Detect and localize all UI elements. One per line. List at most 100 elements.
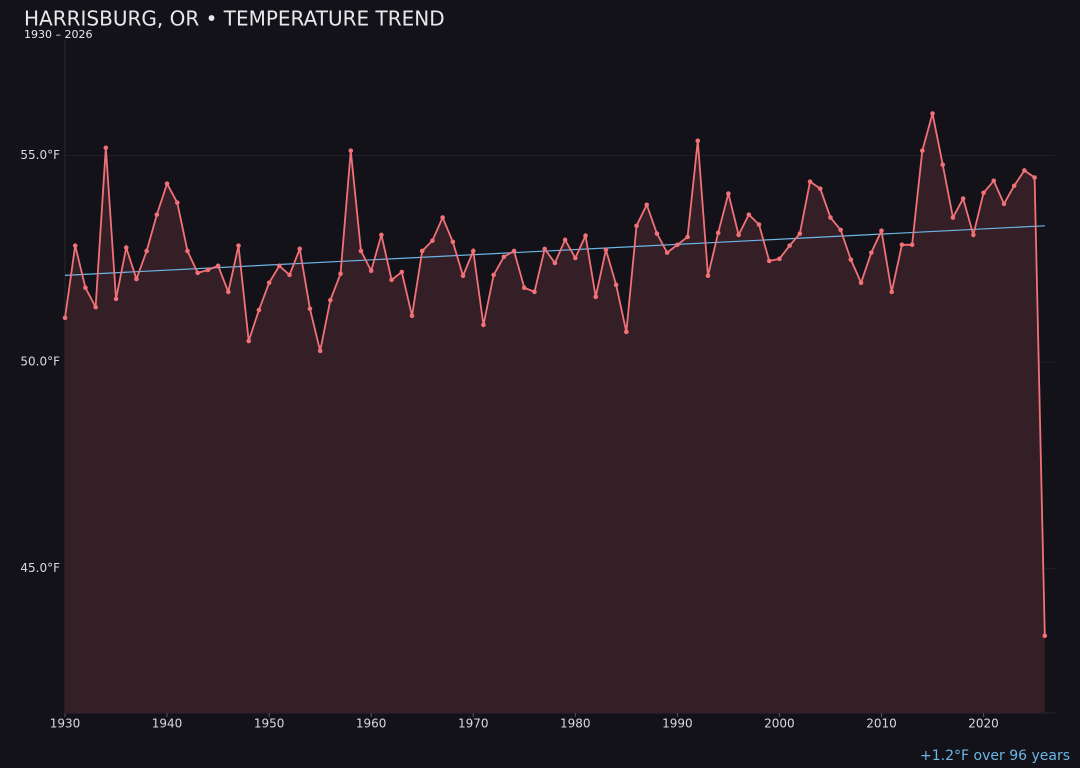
point	[685, 234, 690, 240]
point	[144, 248, 149, 254]
x-tick-label: 1930	[50, 717, 81, 731]
point	[450, 239, 456, 245]
point	[460, 273, 466, 279]
point	[705, 273, 711, 279]
point	[266, 280, 272, 286]
y-tick-label: 55.0°F	[20, 148, 60, 162]
y-tick-label: 50.0°F	[20, 355, 60, 369]
point	[879, 228, 884, 234]
point	[83, 285, 88, 291]
point	[521, 285, 527, 291]
point	[1032, 175, 1037, 180]
point	[1022, 168, 1027, 173]
x-tick-label: 1980	[560, 717, 591, 731]
point	[297, 246, 303, 252]
point	[430, 238, 435, 243]
point	[491, 272, 496, 278]
point	[246, 338, 252, 344]
chart-title: HARRISBURG, OR • TEMPERATURE TREND	[24, 7, 445, 31]
point	[419, 248, 425, 254]
point	[603, 247, 609, 253]
point	[542, 246, 547, 252]
point	[909, 242, 915, 248]
point	[440, 215, 445, 220]
point	[470, 248, 476, 254]
area	[65, 113, 1045, 714]
x-tick-label: 2020	[968, 717, 999, 731]
point	[379, 232, 384, 238]
point	[858, 280, 864, 286]
point	[532, 289, 537, 295]
point	[287, 272, 292, 278]
point	[123, 245, 129, 250]
point	[1042, 633, 1048, 639]
point	[511, 248, 517, 254]
trend-annotation: +1.2°F over 96 years	[920, 748, 1070, 764]
point	[746, 212, 752, 217]
point	[256, 307, 262, 313]
point	[828, 215, 833, 220]
point	[164, 181, 170, 186]
point	[838, 227, 843, 233]
point	[695, 138, 701, 144]
point	[736, 232, 741, 238]
point	[920, 148, 925, 153]
point	[726, 191, 731, 196]
point	[368, 268, 374, 274]
point	[644, 202, 650, 208]
point	[328, 297, 333, 303]
point	[409, 313, 415, 319]
point	[1011, 183, 1017, 189]
x-tick-label: 2010	[866, 717, 897, 731]
point	[766, 258, 772, 264]
point	[807, 179, 813, 184]
point	[950, 215, 956, 220]
point	[72, 243, 78, 248]
point	[971, 232, 976, 238]
point	[338, 271, 343, 276]
point	[889, 289, 895, 295]
point	[348, 148, 354, 153]
point	[93, 304, 98, 310]
point	[154, 212, 160, 217]
point	[552, 260, 558, 266]
point	[134, 276, 139, 282]
point	[62, 315, 68, 321]
point	[756, 222, 762, 227]
x-tick-label: 1970	[458, 717, 489, 731]
point	[787, 243, 792, 248]
point	[613, 282, 619, 288]
point	[675, 242, 680, 248]
point	[185, 248, 190, 254]
point	[225, 289, 231, 295]
point	[634, 223, 639, 229]
point	[593, 294, 599, 300]
x-tick-label: 1950	[254, 717, 285, 731]
point	[195, 270, 200, 276]
point	[664, 250, 670, 255]
point	[573, 255, 578, 261]
point	[715, 230, 721, 236]
point	[501, 254, 507, 260]
chart-subtitle: 1930 – 2026	[24, 28, 92, 41]
point	[991, 178, 997, 184]
point	[1001, 201, 1007, 207]
point	[358, 248, 364, 254]
point	[215, 263, 221, 269]
point	[317, 348, 323, 354]
x-tick-label: 1990	[662, 717, 693, 731]
point	[797, 231, 803, 236]
point	[562, 237, 568, 243]
point	[654, 231, 660, 236]
point	[940, 162, 946, 167]
point	[930, 111, 935, 116]
point	[307, 306, 313, 312]
x-tick-label: 1960	[356, 717, 387, 731]
point	[899, 242, 905, 248]
point	[277, 263, 282, 269]
y-tick-label: 45.0°F	[20, 561, 60, 575]
point	[113, 296, 119, 302]
point	[624, 329, 629, 335]
point	[103, 145, 109, 151]
